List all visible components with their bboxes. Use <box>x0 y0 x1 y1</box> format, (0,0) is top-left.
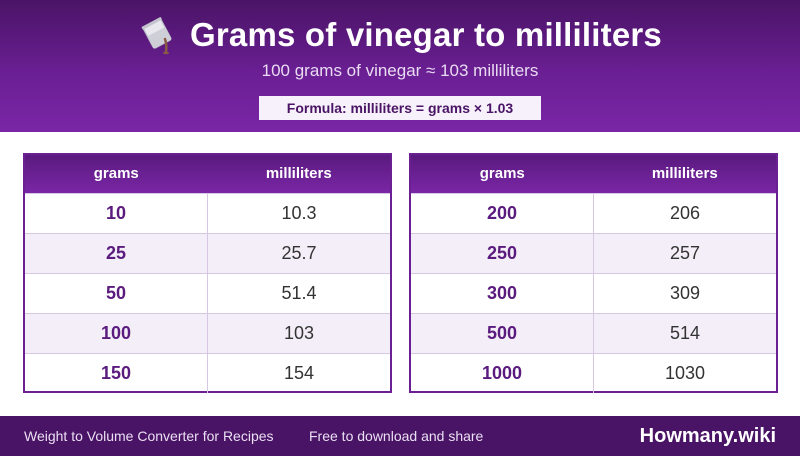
milliliters-cell: 103 <box>283 323 315 343</box>
milliliters-cell: 257 <box>669 243 701 263</box>
grams-cell: 500 <box>411 314 594 353</box>
footer-tagline: Weight to Volume Converter for Recipes <box>24 428 274 444</box>
grams-cell: 25 <box>25 234 208 273</box>
grams-cell: 150 <box>25 354 208 393</box>
milliliters-cell: 154 <box>283 363 315 383</box>
column-header-grams: grams <box>479 165 525 182</box>
table-header: grams milliliters <box>411 155 776 193</box>
table-row: 25 25.7 <box>25 233 390 273</box>
column-header-grams: grams <box>93 165 139 182</box>
table-row: 100 103 <box>25 313 390 353</box>
table-row: 250 257 <box>411 233 776 273</box>
table-row: 10 10.3 <box>25 193 390 233</box>
table-row: 50 51.4 <box>25 273 390 313</box>
table-row: 1000 1030 <box>411 353 776 393</box>
milliliters-cell: 206 <box>669 203 701 223</box>
milliliters-cell: 25.7 <box>281 243 317 263</box>
pouring-cup-icon <box>141 17 172 55</box>
header-banner: Grams of vinegar to milliliters 100 gram… <box>0 0 800 132</box>
grams-cell: 100 <box>25 314 208 353</box>
conversion-table-left: grams milliliters 10 10.3 25 25.7 50 51.… <box>23 153 392 393</box>
table-row: 300 309 <box>411 273 776 313</box>
grams-cell: 300 <box>411 274 594 313</box>
grams-cell: 200 <box>411 194 594 233</box>
table-row: 150 154 <box>25 353 390 393</box>
milliliters-cell: 51.4 <box>281 283 317 303</box>
milliliters-cell: 1030 <box>664 363 706 383</box>
grams-cell: 10 <box>25 194 208 233</box>
grams-cell: 250 <box>411 234 594 273</box>
table-row: 500 514 <box>411 313 776 353</box>
grams-cell: 50 <box>25 274 208 313</box>
title-row: Grams of vinegar to milliliters <box>0 12 800 58</box>
column-header-milliliters: milliliters <box>651 165 718 182</box>
formula-badge: Formula: milliliters = grams × 1.03 <box>259 96 541 120</box>
brand-logo-text[interactable]: Howmany.wiki <box>639 425 776 447</box>
milliliters-cell: 514 <box>669 323 701 343</box>
milliliters-cell: 309 <box>669 283 701 303</box>
conversion-table-right: grams milliliters 200 206 250 257 300 30… <box>409 153 778 393</box>
grams-cell: 1000 <box>411 354 594 393</box>
table-header: grams milliliters <box>25 155 390 193</box>
page-title: Grams of vinegar to milliliters <box>189 16 662 53</box>
footer-share-text: Free to download and share <box>309 428 484 444</box>
subtitle: 100 grams of vinegar ≈ 103 milliliters <box>261 61 539 80</box>
column-header-milliliters: milliliters <box>265 165 332 182</box>
milliliters-cell: 10.3 <box>281 203 317 223</box>
footer-bar: Weight to Volume Converter for Recipes F… <box>0 416 800 456</box>
table-row: 200 206 <box>411 193 776 233</box>
